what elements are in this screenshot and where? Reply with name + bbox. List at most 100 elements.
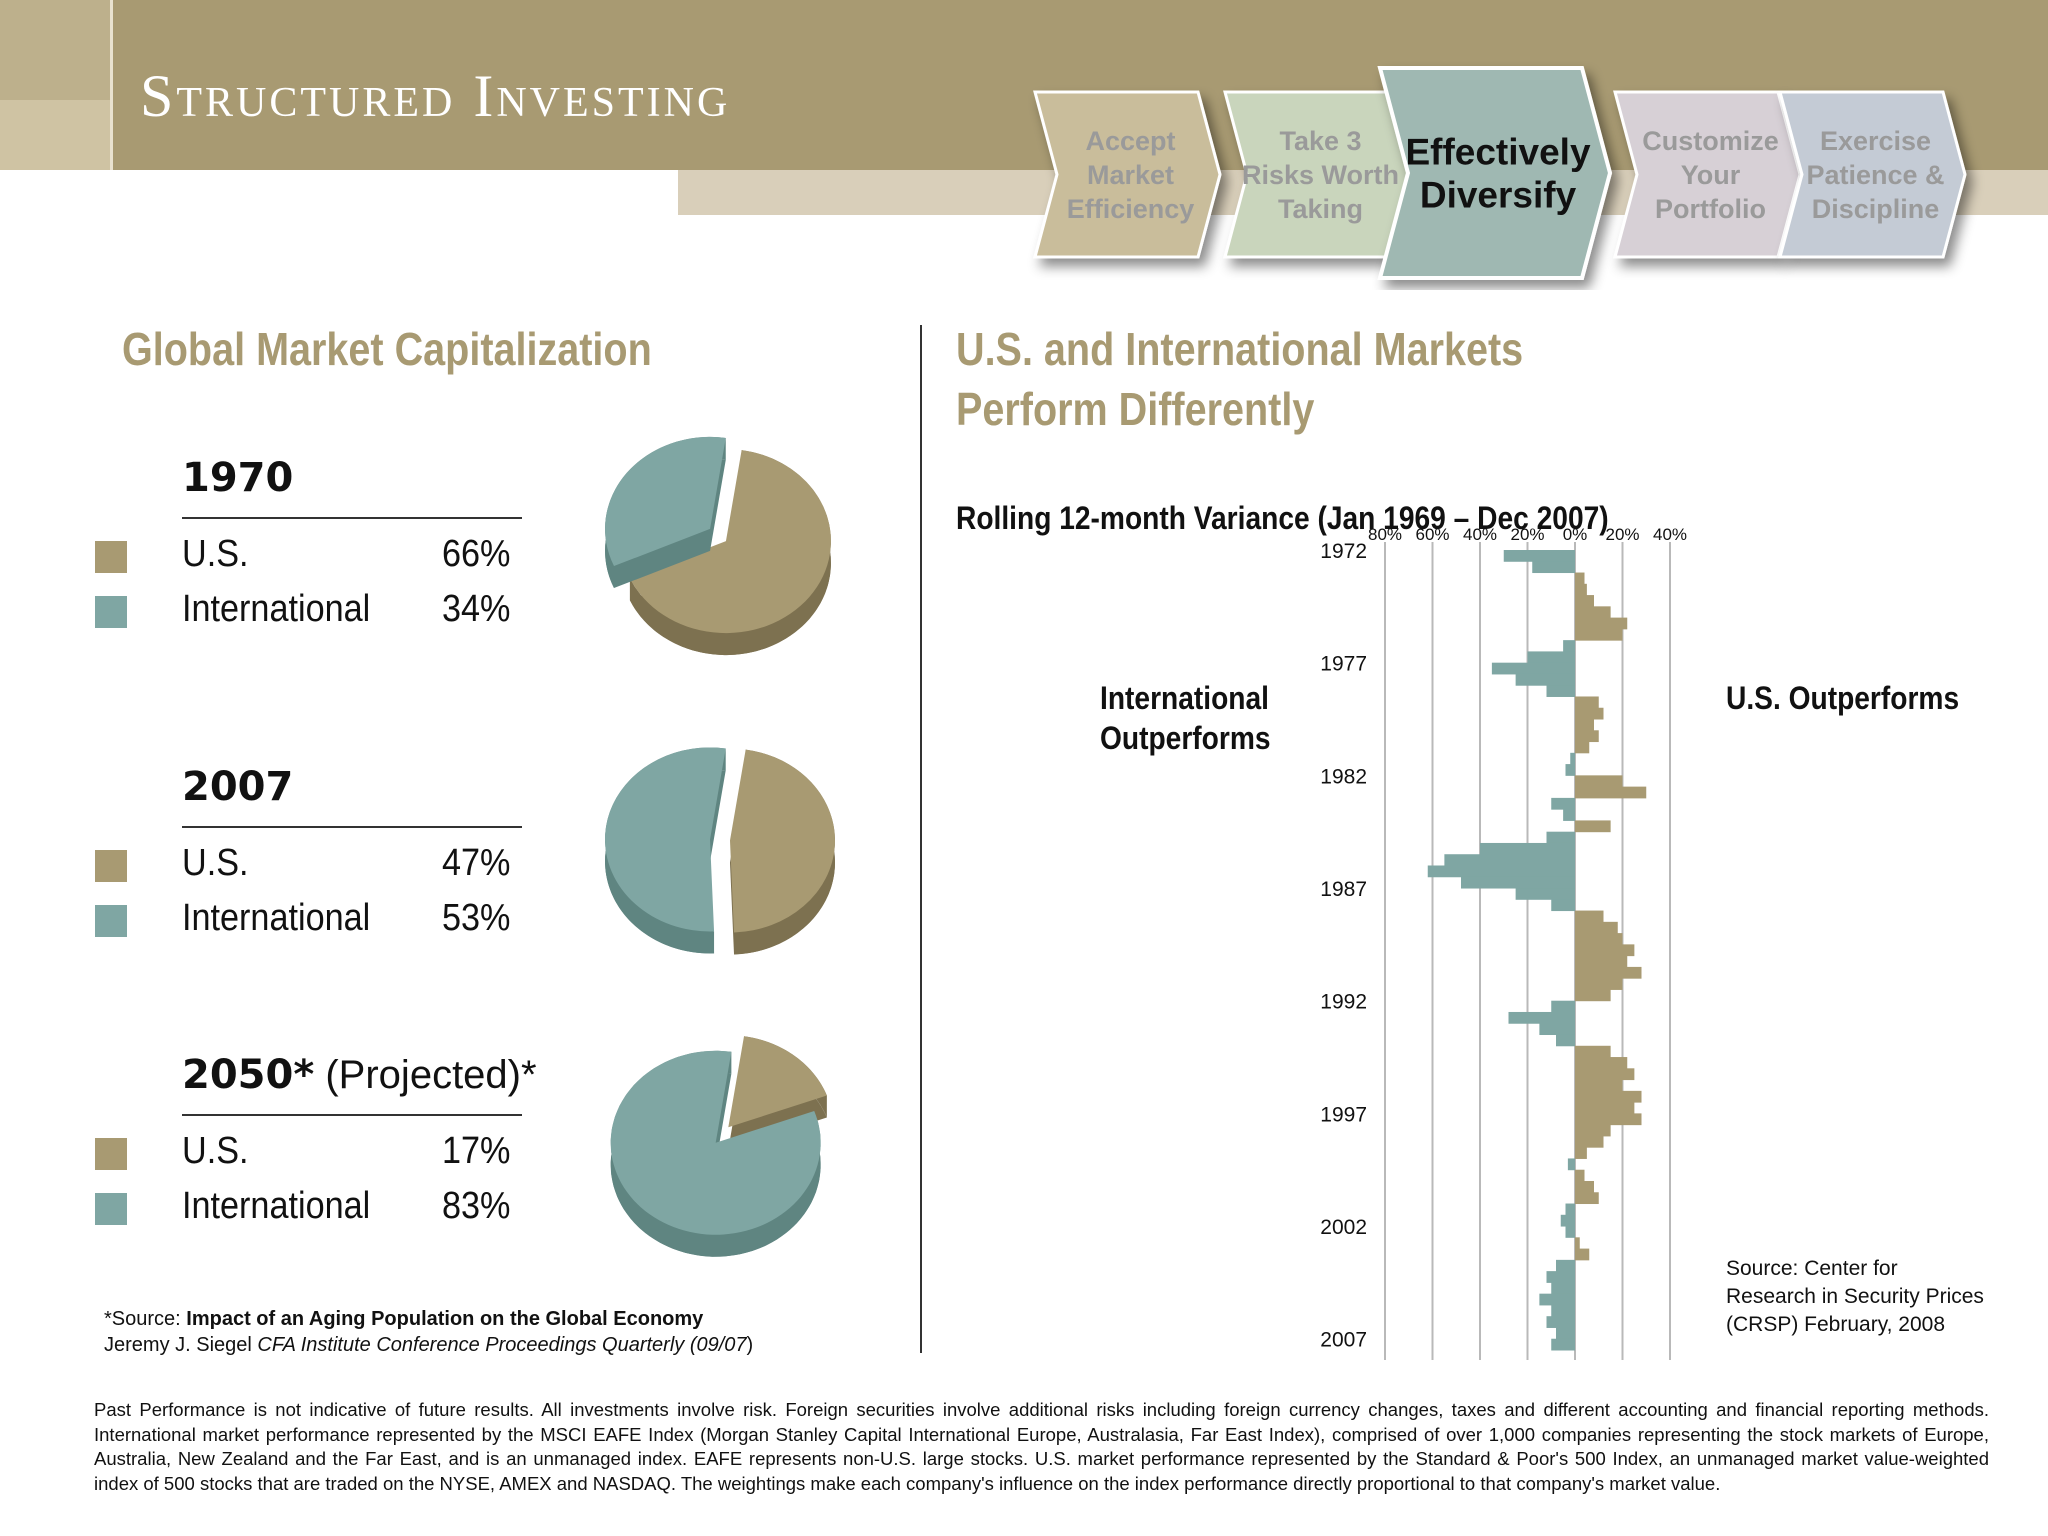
- international-swatch: [95, 1193, 127, 1225]
- step-label: Discipline: [1812, 194, 1940, 224]
- variance-bar: [1556, 1327, 1575, 1340]
- variance-bar: [1532, 561, 1575, 574]
- step-label: Diversify: [1420, 174, 1577, 215]
- variance-bar: [1551, 1338, 1575, 1351]
- variance-bar: [1575, 1045, 1611, 1058]
- variance-bar: [1575, 1057, 1628, 1069]
- header-corner-block-dark: [0, 0, 110, 100]
- pie-us-slice-top: [728, 1036, 827, 1128]
- international-swatch: [95, 905, 127, 937]
- us-swatch: [95, 1138, 127, 1170]
- legend-label: U.S.: [182, 1130, 249, 1172]
- variance-bar: [1551, 797, 1575, 810]
- variance-bar: [1539, 1293, 1575, 1306]
- variance-bar: [1546, 1316, 1575, 1328]
- step-label: Your: [1681, 160, 1741, 190]
- variance-bar: [1461, 876, 1575, 889]
- variance-bar: [1575, 1079, 1623, 1092]
- source-author: Jeremy J. Siegel: [104, 1334, 258, 1356]
- variance-bar: [1575, 786, 1647, 799]
- x-tick-label: 20%: [1510, 525, 1544, 544]
- international-swatch: [95, 596, 127, 628]
- variance-bar: [1515, 673, 1575, 686]
- y-tick-label: 1987: [1320, 878, 1367, 901]
- variance-bar: [1444, 854, 1575, 866]
- legend-percent: 83%: [442, 1185, 511, 1227]
- variance-bar: [1570, 752, 1575, 765]
- page-title: Structured Investing: [140, 63, 731, 129]
- variance-bar: [1480, 842, 1575, 855]
- legend-label: U.S.: [182, 533, 249, 575]
- variance-bar: [1575, 1102, 1635, 1114]
- step-label: Patience &: [1806, 160, 1944, 190]
- pie-international-slice-top: [605, 436, 726, 567]
- variance-bar: [1575, 1169, 1585, 1182]
- variance-bar: [1575, 966, 1642, 979]
- step-chevron: [1613, 90, 1802, 259]
- variance-bar: [1575, 1147, 1587, 1159]
- variance-bar: [1575, 989, 1611, 1002]
- y-tick-label: 1992: [1320, 991, 1367, 1014]
- variance-bar: [1575, 1135, 1604, 1148]
- y-tick-label: 1977: [1320, 653, 1367, 676]
- variance-bar: [1515, 888, 1575, 900]
- step-chevron: [1778, 90, 1967, 259]
- variance-bar: [1551, 1304, 1575, 1317]
- variance-bar: [1575, 1237, 1580, 1250]
- year-label: 2007: [182, 764, 294, 810]
- right-heading-line1: U.S. and International Markets: [956, 323, 1524, 375]
- header-corner-line: [110, 0, 113, 170]
- variance-bar: [1575, 1113, 1642, 1126]
- variance-bar: [1527, 651, 1575, 664]
- step-label: Risks Worth: [1242, 160, 1399, 190]
- x-tick-label: 40%: [1653, 525, 1687, 544]
- left-source-line2: Jeremy J. Siegel CFA Institute Conferenc…: [104, 1334, 753, 1357]
- step-label: Effectively: [1405, 131, 1591, 172]
- step-label: Market: [1087, 160, 1174, 190]
- step-label: Accept: [1085, 126, 1175, 156]
- y-tick-label: 2007: [1320, 1329, 1367, 1352]
- variance-bar: [1575, 775, 1623, 788]
- year-heading: 1970: [182, 455, 293, 501]
- pie-international-slice: [605, 436, 726, 589]
- variance-bar: [1575, 595, 1594, 607]
- left-heading: Global Market Capitalization: [122, 323, 652, 375]
- variance-bar: [1575, 583, 1587, 596]
- variance-bar: [1551, 899, 1575, 912]
- source-title: Impact of an Aging Population on the Glo…: [186, 1308, 704, 1330]
- variance-bar: [1575, 978, 1623, 990]
- variance-bar: [1575, 933, 1623, 945]
- step-label: Take 3: [1279, 126, 1361, 156]
- us-swatch: [95, 541, 127, 573]
- variance-bar: [1546, 831, 1575, 844]
- variance-bar: [1539, 1023, 1575, 1036]
- year-heading: 2007: [182, 764, 293, 810]
- variance-bar: [1575, 944, 1635, 957]
- variance-bar: [1575, 696, 1599, 709]
- legend-percent: 53%: [442, 897, 511, 939]
- variance-bar: [1563, 640, 1575, 652]
- block-rule: [182, 826, 522, 828]
- legend-percent: 47%: [442, 842, 511, 884]
- source-journal: CFA Institute Conference Proceedings Qua…: [257, 1334, 747, 1356]
- y-tick-label: 2002: [1320, 1216, 1367, 1239]
- us-swatch: [95, 850, 127, 882]
- variance-bar: [1565, 1203, 1575, 1216]
- variance-bar: [1575, 719, 1594, 731]
- variance-bar: [1575, 606, 1611, 619]
- source-close: ): [746, 1334, 754, 1356]
- variance-bar: [1563, 809, 1575, 821]
- variance-bar: [1575, 1068, 1635, 1081]
- variance-bar: [1575, 1180, 1594, 1193]
- intl-outperforms-label-1: International: [1100, 680, 1269, 716]
- variance-bar: [1546, 685, 1575, 697]
- variance-bar: [1575, 730, 1599, 743]
- variance-bar: [1575, 707, 1604, 720]
- chart-source-line: (CRSP) February, 2008: [1726, 1313, 1946, 1336]
- variance-bar: [1546, 1271, 1575, 1283]
- disclaimer: Past Performance is not indicative of fu…: [94, 1399, 1989, 1494]
- variance-bar: [1567, 1158, 1575, 1171]
- pie-us-slice: [629, 450, 831, 656]
- legend-label: International: [182, 1185, 371, 1227]
- pie-international-slice: [605, 747, 726, 954]
